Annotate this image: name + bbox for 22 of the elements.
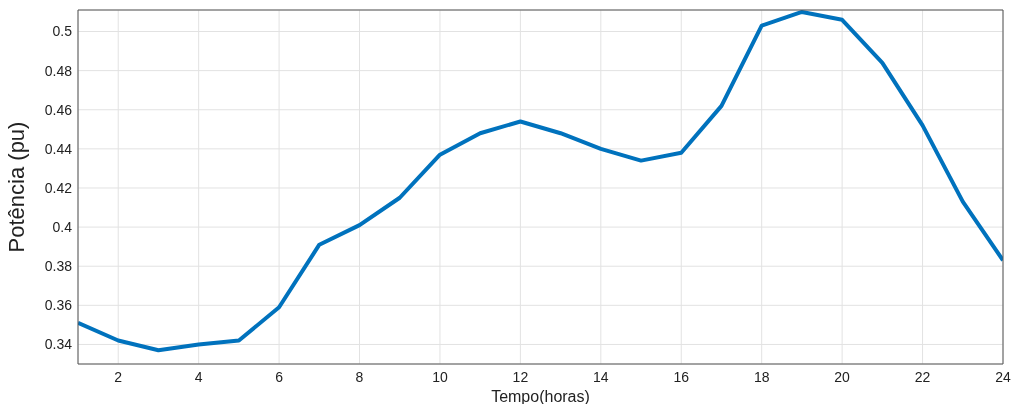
y-tick-label: 0.4 xyxy=(52,219,73,236)
y-axis-title: Potência (pu) xyxy=(3,121,29,253)
x-tick-label: 6 xyxy=(275,368,284,385)
x-tick-label: 14 xyxy=(593,368,609,385)
x-tick-label: 4 xyxy=(194,368,203,385)
y-tick-label: 0.34 xyxy=(44,336,73,353)
y-tick-label: 0.5 xyxy=(52,23,73,40)
x-tick-label: 20 xyxy=(834,368,851,385)
x-tick-label: 22 xyxy=(914,368,931,385)
y-tick-label: 0.44 xyxy=(44,140,73,157)
x-tick-label: 24 xyxy=(995,368,1011,385)
y-tick-label: 0.38 xyxy=(44,258,73,275)
x-tick-label: 10 xyxy=(432,368,448,385)
y-tick-label: 0.42 xyxy=(44,179,73,196)
x-tick-label: 8 xyxy=(355,368,364,385)
y-tick-label: 0.36 xyxy=(44,297,73,314)
x-tick-label: 16 xyxy=(673,368,690,385)
x-tick-label: 2 xyxy=(114,368,123,385)
y-tick-label: 0.46 xyxy=(44,101,73,118)
x-tick-label: 18 xyxy=(753,368,770,385)
x-tick-label: 12 xyxy=(512,368,529,385)
y-tick-label: 0.48 xyxy=(44,62,73,79)
